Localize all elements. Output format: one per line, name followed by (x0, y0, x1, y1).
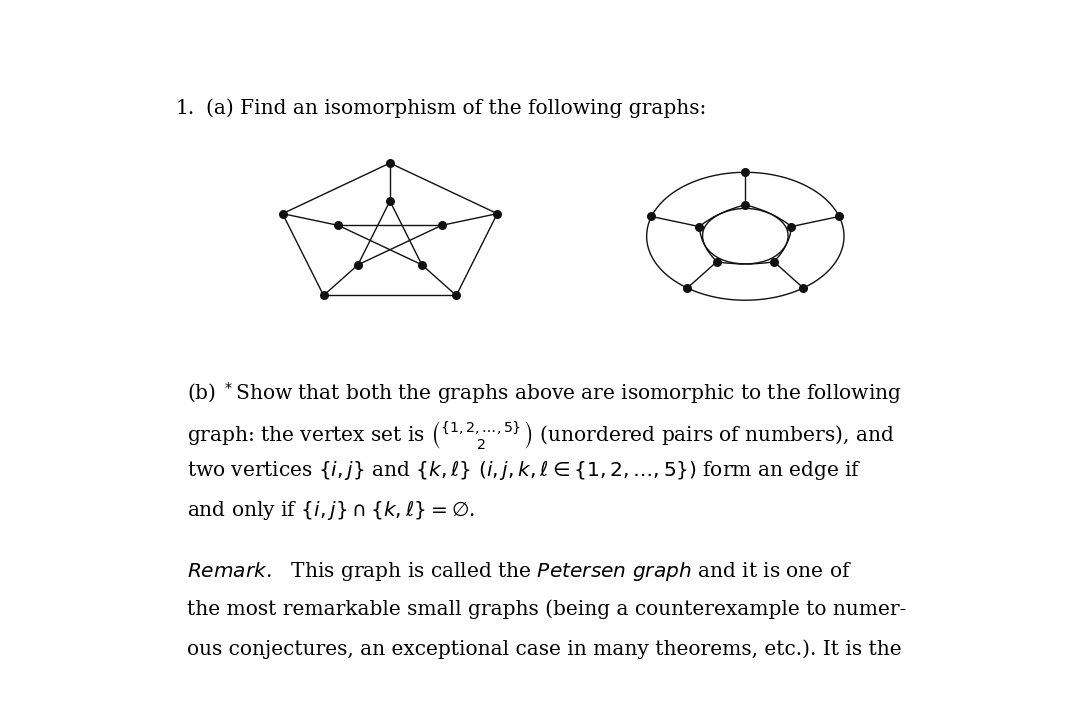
Text: ous conjectures, an exceptional case in many theorems, etc.). It is the: ous conjectures, an exceptional case in … (187, 639, 901, 659)
Text: 1.: 1. (175, 99, 194, 118)
Text: (a) Find an isomorphism of the following graphs:: (a) Find an isomorphism of the following… (206, 99, 707, 118)
Text: (b) ${}^*$Show that both the graphs above are isomorphic to the following: (b) ${}^*$Show that both the graphs abov… (187, 380, 902, 406)
Text: and only if $\{i,j\} \cap \{k,\ell\} = \emptyset$.: and only if $\{i,j\} \cap \{k,\ell\} = \… (187, 498, 475, 522)
Text: two vertices $\{i,j\}$ and $\{k,\ell\}$ $(i,j,k,\ell \in \{1,2,\ldots,5\})$ form: two vertices $\{i,j\}$ and $\{k,\ell\}$ … (187, 459, 861, 482)
Text: the most remarkable small graphs (being a counterexample to numer-: the most remarkable small graphs (being … (187, 599, 906, 619)
Text: graph: the vertex set is $\binom{\{1,2,\ldots,5\}}{2}$ (unordered pairs of numbe: graph: the vertex set is $\binom{\{1,2,\… (187, 420, 894, 453)
Text: $\mathit{Remark}$.   This graph is called the $\mathit{Petersen\ graph}$ and it : $\mathit{Remark}$. This graph is called … (187, 560, 851, 583)
